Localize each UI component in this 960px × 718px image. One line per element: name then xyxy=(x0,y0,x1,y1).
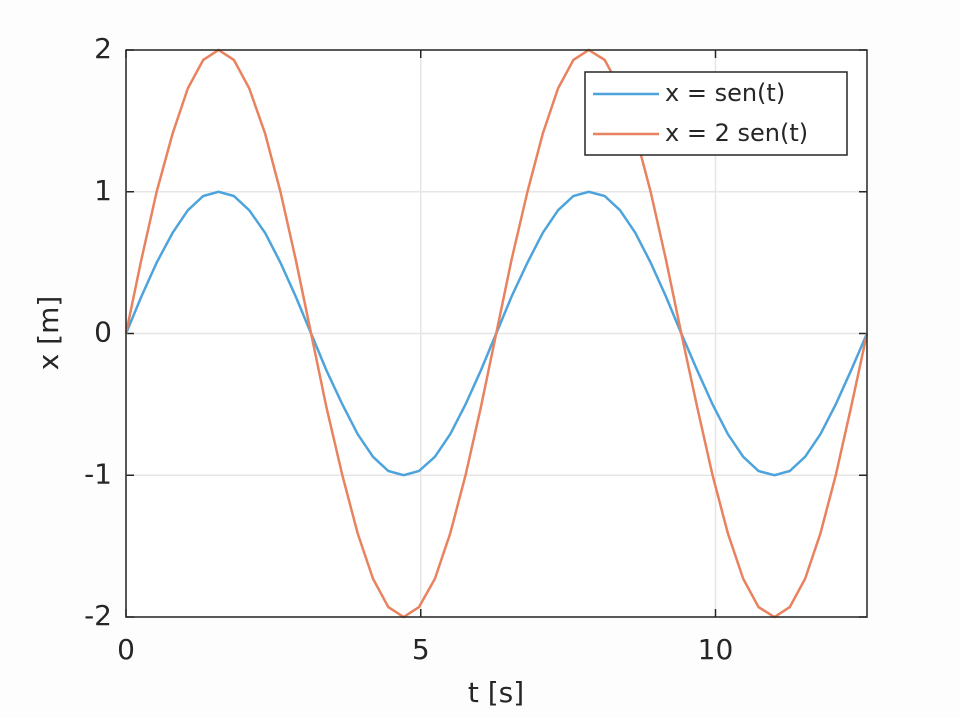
y-tick-label: 0 xyxy=(94,316,112,349)
x-tick-label: 0 xyxy=(117,633,135,666)
x-tick-label: 5 xyxy=(412,633,430,666)
axes-box xyxy=(125,49,868,618)
y-tick-label: 1 xyxy=(94,174,112,207)
legend-label: x = 2 sen(t) xyxy=(665,119,808,147)
line-series xyxy=(124,48,869,619)
y-tick-label: -1 xyxy=(84,457,112,490)
x-axis-label: t [s] xyxy=(468,676,524,709)
x-tick-label: 10 xyxy=(698,633,734,666)
y-tick-label: -2 xyxy=(84,599,112,632)
y-tick-label: 2 xyxy=(94,32,112,65)
legend-label: x = sen(t) xyxy=(665,79,785,107)
legend-box xyxy=(584,71,848,156)
y-axis-label: x [m] xyxy=(32,296,65,371)
